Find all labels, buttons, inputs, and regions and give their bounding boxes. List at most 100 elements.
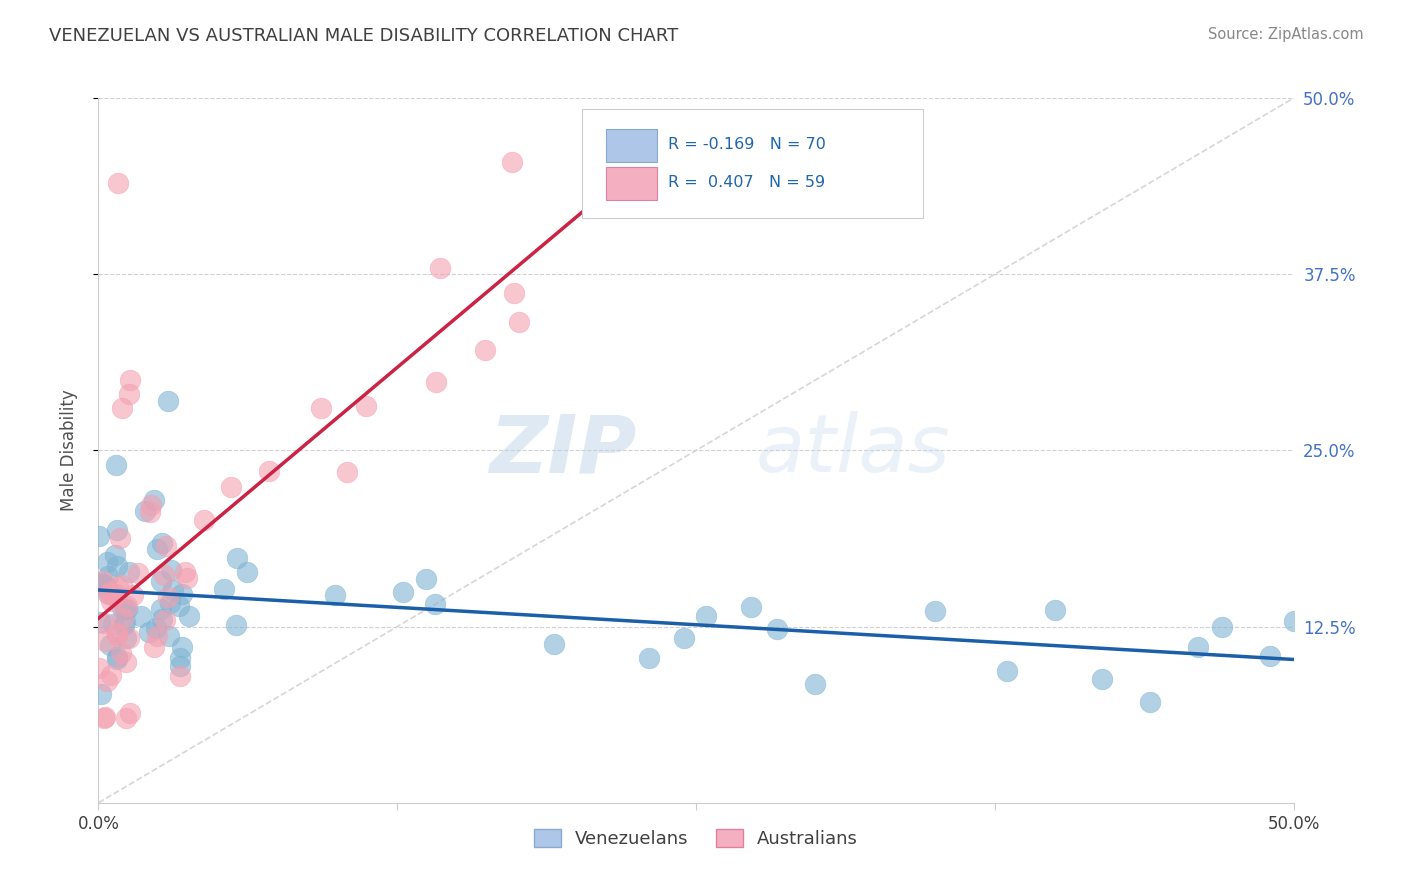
Point (115, 655, 138, 669)
Point (97, 586, 120, 600)
Point (1211, 620, 1233, 634)
Point (429, 260, 451, 275)
Point (170, 640, 193, 654)
Point (105, 651, 128, 665)
Point (105, 628, 128, 642)
Point (114, 602, 136, 616)
Point (139, 505, 162, 519)
Point (150, 602, 173, 616)
Point (157, 394, 180, 409)
Point (110, 578, 132, 592)
Point (104, 590, 127, 604)
Point (212, 582, 235, 597)
Point (100, 668, 122, 682)
Text: VENEZUELAN VS AUSTRALIAN MALE DISABILITY CORRELATION CHART: VENEZUELAN VS AUSTRALIAN MALE DISABILITY… (49, 27, 679, 45)
Point (146, 542, 169, 557)
Point (169, 669, 191, 683)
Point (105, 626, 128, 640)
Point (257, 464, 280, 478)
Point (104, 458, 127, 472)
Point (170, 587, 193, 601)
Point (804, 676, 827, 690)
Point (1139, 695, 1161, 709)
Point (740, 599, 762, 614)
Point (179, 608, 201, 623)
Point (100, 593, 122, 607)
FancyBboxPatch shape (606, 167, 657, 200)
Point (176, 571, 198, 585)
Point (93, 577, 115, 591)
Point (93, 634, 115, 648)
Point (672, 632, 695, 646)
Point (89, 615, 111, 629)
Point (225, 618, 247, 632)
Point (115, 599, 138, 613)
Point (1258, 649, 1281, 664)
Point (156, 590, 179, 604)
Point (105, 587, 128, 601)
Point (107, 523, 129, 537)
Point (87, 660, 110, 674)
Point (134, 503, 156, 517)
Point (87, 529, 110, 543)
Point (118, 387, 141, 401)
Point (112, 618, 135, 632)
Point (508, 315, 530, 329)
Point (117, 602, 139, 616)
Point (159, 596, 181, 610)
Point (120, 373, 142, 387)
Point (169, 651, 191, 665)
Point (425, 375, 447, 389)
Point (236, 565, 259, 579)
Point (107, 176, 129, 190)
Point (110, 601, 132, 615)
Point (91, 575, 114, 590)
Point (924, 604, 946, 618)
Legend: Venezuelans, Australians: Venezuelans, Australians (524, 820, 868, 857)
Point (145, 621, 167, 635)
Point (157, 629, 180, 643)
Point (114, 631, 136, 645)
Point (138, 625, 160, 640)
Point (169, 599, 191, 614)
Point (146, 629, 169, 643)
Point (152, 535, 174, 549)
Text: R = -0.169   N = 70: R = -0.169 N = 70 (668, 137, 827, 153)
Point (91, 574, 114, 588)
Point (96, 674, 118, 689)
Point (97, 569, 120, 583)
Point (108, 531, 131, 545)
Point (96, 581, 118, 595)
Point (96, 555, 118, 569)
Point (120, 706, 142, 720)
Point (115, 711, 138, 725)
Point (1043, 603, 1066, 617)
Text: R =  0.407   N = 59: R = 0.407 N = 59 (668, 175, 825, 190)
Point (112, 611, 135, 625)
FancyBboxPatch shape (582, 109, 922, 218)
Point (503, 286, 526, 301)
Text: Source: ZipAtlas.com: Source: ZipAtlas.com (1208, 27, 1364, 42)
Point (543, 637, 565, 651)
Point (104, 549, 127, 563)
Point (129, 608, 152, 623)
Point (153, 567, 176, 582)
Point (153, 613, 176, 627)
Point (98, 585, 121, 599)
Point (90, 687, 112, 701)
Point (152, 611, 174, 625)
Point (121, 588, 143, 602)
Point (647, 133, 669, 147)
Point (111, 401, 134, 416)
Point (98, 639, 121, 653)
Point (162, 583, 184, 598)
Point (474, 343, 496, 358)
Y-axis label: Male Disability: Male Disability (59, 390, 77, 511)
Point (143, 640, 166, 655)
Point (97, 586, 120, 600)
Point (995, 664, 1018, 678)
Point (225, 550, 247, 565)
Point (614, 138, 637, 153)
Point (114, 615, 136, 630)
Point (323, 589, 346, 603)
